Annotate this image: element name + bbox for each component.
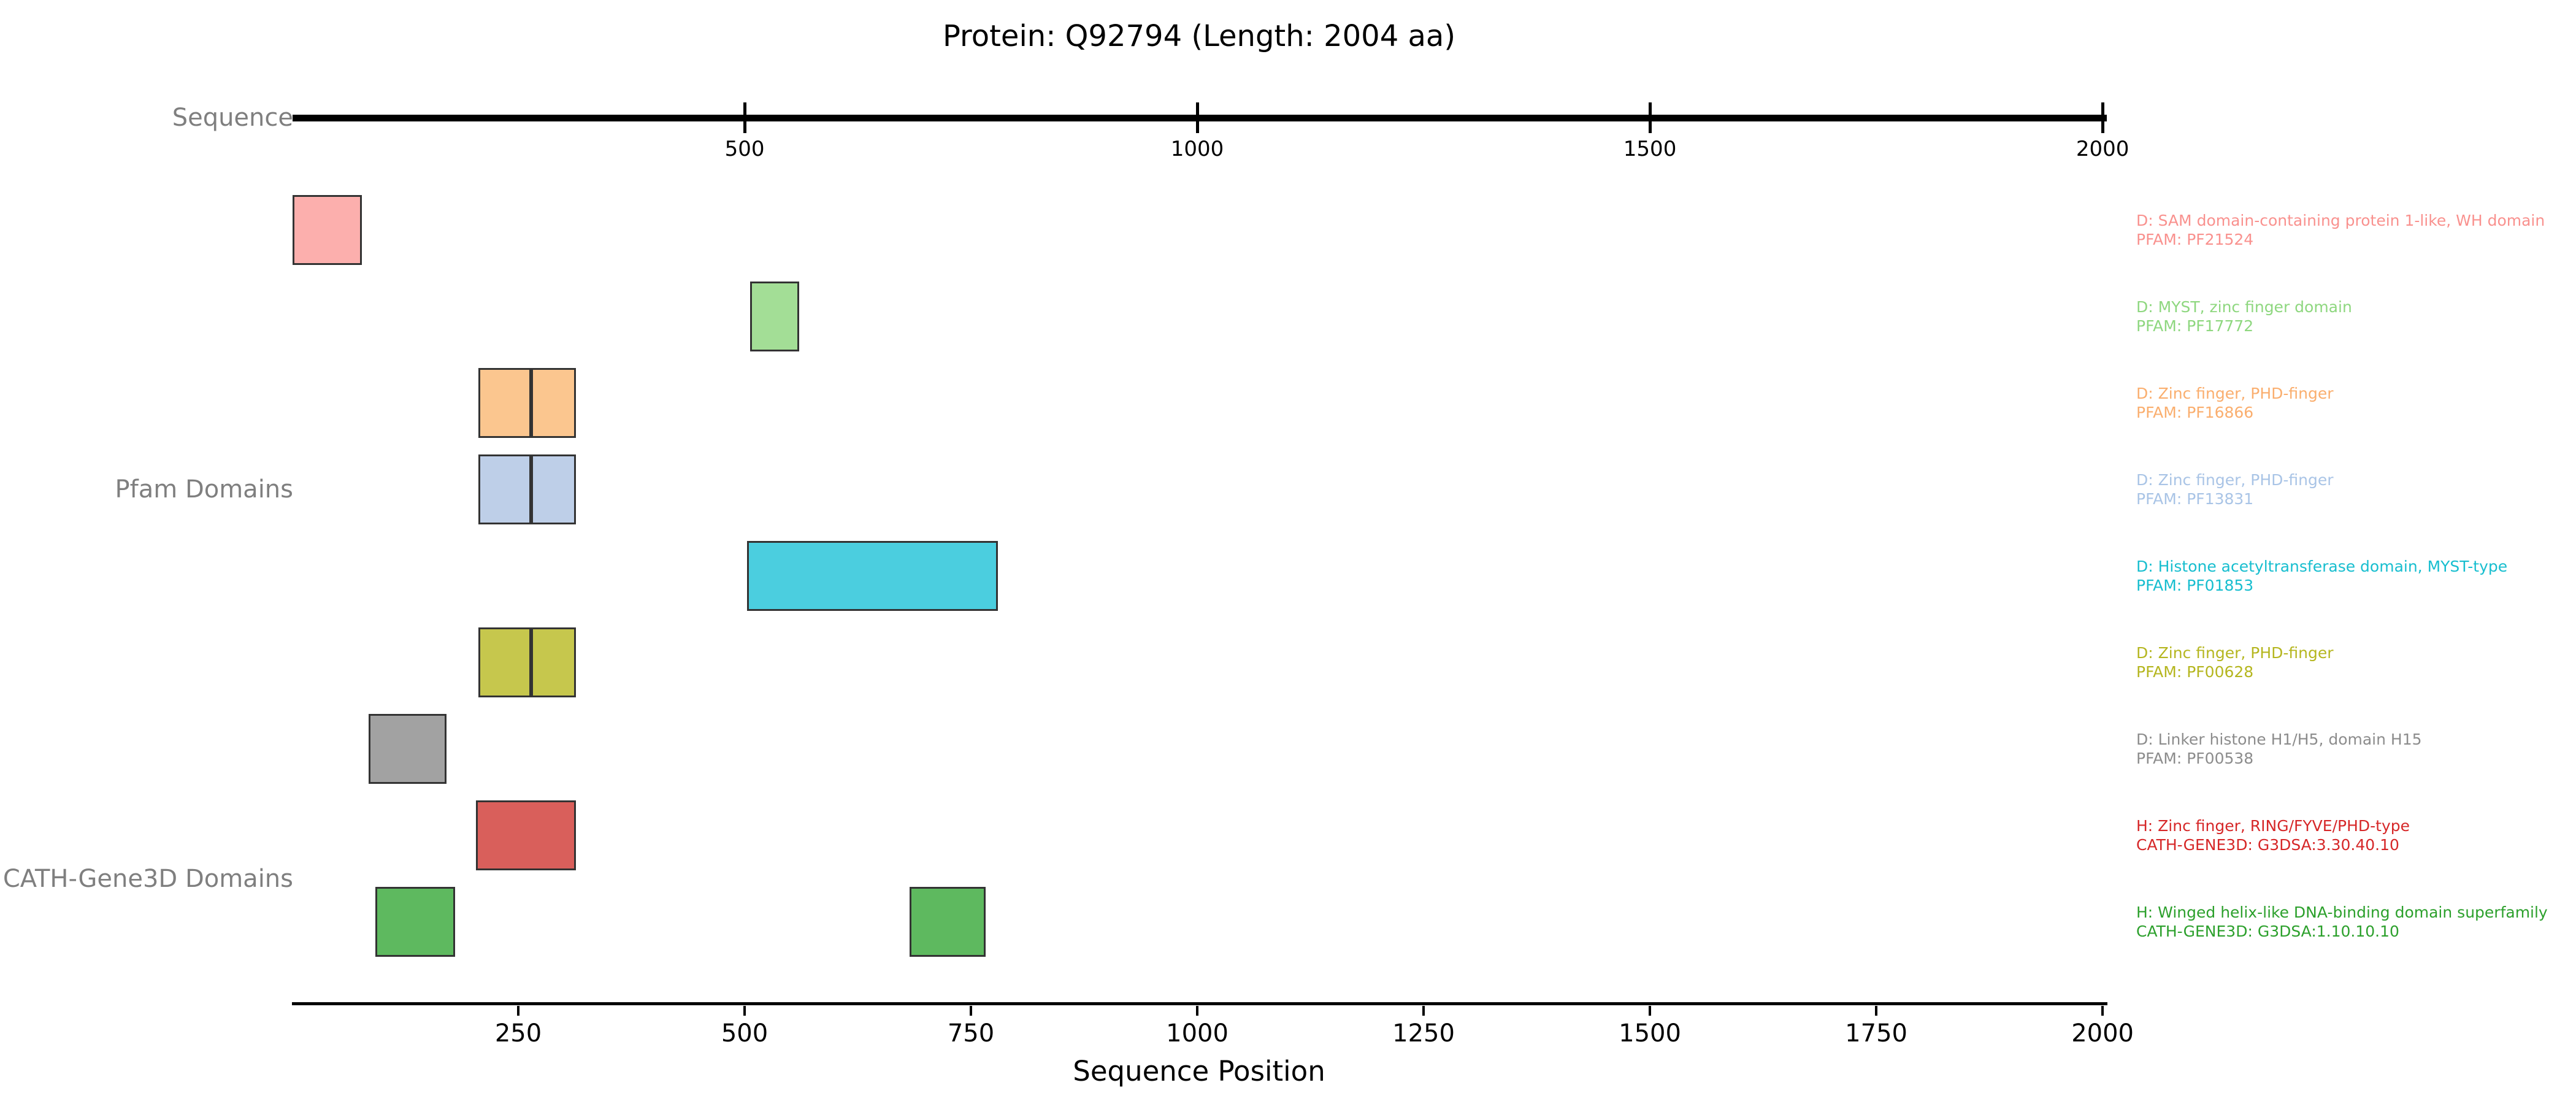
domain-label: D: Linker histone H1/H5, domain H15 PFAM:… <box>2136 730 2422 768</box>
domain-label: D: Zinc finger, PHD-finger PFAM: PF00628 <box>2136 643 2334 681</box>
domain-label: H: Zinc finger, RING/FYVE/PHD-type CATH-G… <box>2136 816 2410 854</box>
ruler-tick-1000 <box>1196 102 1200 133</box>
domain-box <box>531 627 577 697</box>
x-axis-tick-750 <box>970 1006 973 1016</box>
domain-box <box>531 454 577 524</box>
x-axis-tick-label-1500: 1500 <box>1619 1019 1681 1048</box>
ruler-tick-label-500: 500 <box>724 137 765 161</box>
sequence-ruler-line <box>293 115 2107 121</box>
x-axis-tick-label-250: 250 <box>494 1019 542 1048</box>
domain-box <box>478 368 531 438</box>
domain-label-line1: H: Zinc finger, RING/FYVE/PHD-type <box>2136 817 2410 835</box>
cath-group-label: CATH-Gene3D Domains <box>2 864 293 893</box>
domain-label-line1: D: SAM domain-containing protein 1-like,… <box>2136 212 2545 229</box>
domain-label: H: Winged helix-like DNA-binding domain … <box>2136 903 2548 941</box>
domain-box <box>478 454 531 524</box>
x-axis-tick-500 <box>743 1006 746 1016</box>
domain-label-line2: PFAM: PF01853 <box>2136 577 2254 594</box>
sequence-ruler-label: Sequence <box>172 104 293 132</box>
domain-box <box>369 714 447 784</box>
domain-label-line1: D: MYST, zinc finger domain <box>2136 298 2352 316</box>
ruler-tick-500 <box>743 102 747 133</box>
domain-box <box>531 368 577 438</box>
domain-label-line2: PFAM: PF00538 <box>2136 749 2254 767</box>
x-axis-tick-label-500: 500 <box>721 1019 769 1048</box>
domain-box <box>478 627 531 697</box>
x-axis-tick-1250 <box>1422 1006 1425 1016</box>
domain-label-line2: PFAM: PF16866 <box>2136 404 2254 421</box>
x-axis-tick-label-1250: 1250 <box>1392 1019 1455 1048</box>
domain-label-line1: H: Winged helix-like DNA-binding domain … <box>2136 903 2548 921</box>
ruler-tick-1500 <box>1649 102 1652 133</box>
domain-label-line2: PFAM: PF17772 <box>2136 317 2254 335</box>
x-axis-tick-label-1000: 1000 <box>1166 1019 1229 1048</box>
domain-box <box>749 282 799 351</box>
domain-label-line1: D: Zinc finger, PHD-finger <box>2136 644 2334 662</box>
domain-label-line1: D: Histone acetyltransferase domain, MYS… <box>2136 558 2508 575</box>
domain-box <box>375 887 455 957</box>
x-axis-tick-1000 <box>1196 1006 1199 1016</box>
domain-box <box>909 887 986 957</box>
domain-label: D: SAM domain-containing protein 1-like,… <box>2136 211 2545 249</box>
domain-box <box>475 800 577 870</box>
domain-box <box>747 541 999 611</box>
domain-label-line1: D: Zinc finger, PHD-finger <box>2136 385 2334 402</box>
x-axis-title: Sequence Position <box>1073 1055 1325 1087</box>
domain-label-line2: PFAM: PF21524 <box>2136 231 2254 248</box>
x-axis-tick-label-1750: 1750 <box>1845 1019 1907 1048</box>
x-axis-tick-label-2000: 2000 <box>2071 1019 2134 1048</box>
chart-title: Protein: Q92794 (Length: 2004 aa) <box>942 19 1456 53</box>
x-axis-tick-250 <box>517 1006 519 1016</box>
domain-label-line2: PFAM: PF13831 <box>2136 490 2254 508</box>
domain-label: D: Zinc finger, PHD-finger PFAM: PF13831 <box>2136 470 2334 508</box>
domain-label-line1: D: Linker histone H1/H5, domain H15 <box>2136 730 2422 748</box>
ruler-tick-label-1500: 1500 <box>1623 137 1677 161</box>
domain-label-line2: CATH-GENE3D: G3DSA:1.10.10.10 <box>2136 922 2399 940</box>
domain-label: D: MYST, zinc finger domain PFAM: PF17772 <box>2136 297 2352 335</box>
x-axis-tick-label-750: 750 <box>947 1019 995 1048</box>
domain-label-line1: D: Zinc finger, PHD-finger <box>2136 471 2334 489</box>
ruler-tick-label-2000: 2000 <box>2076 137 2129 161</box>
pfam-group-label: Pfam Domains <box>115 475 293 504</box>
x-axis-tick-2000 <box>2101 1006 2104 1016</box>
x-axis-tick-1500 <box>1649 1006 1652 1016</box>
domain-label: D: Histone acetyltransferase domain, MYS… <box>2136 557 2507 595</box>
ruler-tick-label-1000: 1000 <box>1170 137 1224 161</box>
ruler-tick-2000 <box>2101 102 2105 133</box>
domain-box <box>293 195 362 265</box>
x-axis-tick-1750 <box>1875 1006 1878 1016</box>
domain-label-line2: PFAM: PF00628 <box>2136 663 2254 681</box>
x-axis-line <box>292 1002 2107 1005</box>
domain-label-line2: CATH-GENE3D: G3DSA:3.30.40.10 <box>2136 836 2399 854</box>
domain-label: D: Zinc finger, PHD-finger PFAM: PF16866 <box>2136 384 2334 422</box>
